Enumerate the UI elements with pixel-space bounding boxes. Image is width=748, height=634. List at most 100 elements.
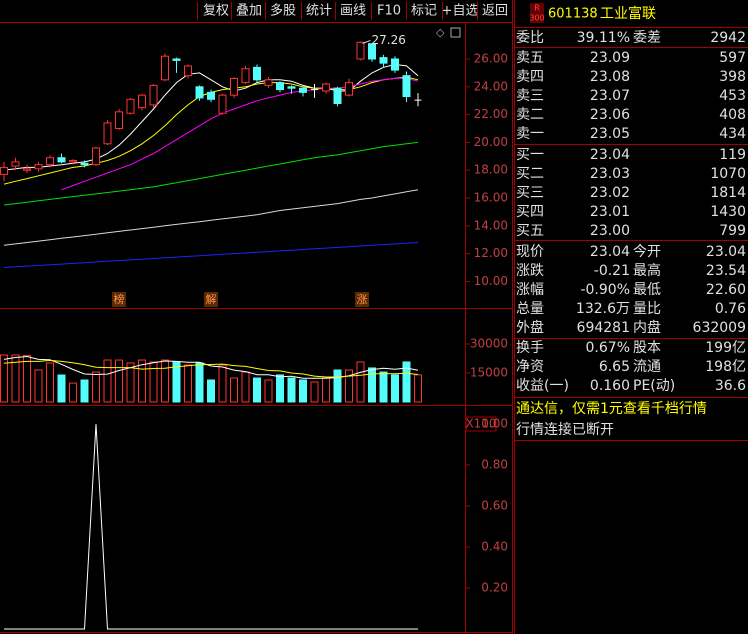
quote-cell: 23.08 [590, 69, 630, 85]
volume-bar [172, 361, 181, 403]
quote-cell: 今开 [633, 244, 661, 260]
moving-average [3, 141, 419, 206]
candle-body [299, 87, 307, 93]
candle-body [241, 68, 250, 84]
quote-cell: 流通 [633, 359, 661, 375]
toolbar-button[interactable]: +自选 [442, 4, 479, 19]
y-tick-label: 16.00 [474, 191, 508, 205]
y-tick-label: 26.00 [474, 51, 508, 65]
volume-bar [103, 359, 112, 403]
quote-cell: 外盘 [516, 319, 544, 336]
marker-box[interactable] [112, 292, 126, 307]
quote-cell: 6.65 [599, 359, 630, 375]
candle-body [172, 58, 181, 61]
toolbar-button[interactable]: 统计 [306, 4, 332, 19]
marker[interactable]: 解 [206, 292, 217, 306]
y-tick-label: 30000 [470, 336, 508, 350]
quote-cell: 买五 [516, 223, 544, 239]
marker-box[interactable] [204, 292, 218, 307]
quote-cell: 0.67% [586, 340, 630, 356]
quote-cell: 委差 [633, 30, 661, 46]
marker[interactable]: 榜 [114, 292, 125, 306]
marker[interactable]: 涨 [357, 293, 368, 306]
volume-bar [184, 364, 192, 403]
quote-cell: 卖二 [516, 107, 544, 123]
quote-cell: 净资 [516, 359, 544, 375]
volume-bar [92, 371, 100, 403]
y-tick-label: 22.00 [474, 107, 508, 121]
badge-top: R [534, 4, 540, 13]
quote-cell: 涨跌 [516, 263, 544, 279]
quote-cell: 换手 [516, 339, 544, 356]
candle-body [69, 159, 77, 163]
notice[interactable]: 通达信，仅需1元查看千档行情 [516, 401, 707, 417]
volume-bar [138, 359, 146, 403]
quote-cell: 398 [719, 69, 746, 85]
quote-cell: 199亿 [705, 340, 746, 356]
volume-bar [161, 359, 169, 403]
diamond-icon[interactable]: ◇ [436, 26, 445, 39]
annotation-leader [362, 39, 371, 44]
quote-cell: 总量 [516, 301, 544, 317]
quote-cell: 买三 [516, 185, 544, 201]
badge-bottom: 300 [529, 14, 544, 23]
toolbar-button[interactable]: 返回 [482, 4, 508, 19]
moving-average [3, 189, 419, 246]
volume-bar [414, 374, 422, 403]
volume-bar [322, 377, 330, 403]
quote-cell: 119 [719, 147, 746, 163]
volume-bar [333, 369, 342, 403]
quote-cell: PE(动) [633, 378, 675, 394]
stock-code: 601138 [548, 7, 598, 22]
toolbar-button[interactable]: 多股 [270, 3, 296, 19]
volume-bar [345, 369, 353, 403]
quote-cell: -0.21 [594, 263, 630, 279]
quote-cell: 卖三 [516, 88, 544, 104]
volume-bar [46, 362, 54, 403]
window-icon[interactable] [450, 27, 461, 38]
high-annotation: 27.26 [372, 33, 406, 47]
candle-body [253, 66, 261, 81]
quote-cell: 2942 [710, 30, 746, 46]
quote-cell: 23.09 [590, 50, 630, 66]
toolbar-button[interactable]: 画线 [340, 4, 366, 19]
y-tick-label: 0.40 [481, 540, 508, 554]
volume-bar [0, 354, 8, 403]
quote-cell: 23.01 [590, 204, 630, 220]
y-tick-label: 0.20 [481, 581, 508, 595]
quote-cell: 最低 [633, 282, 661, 298]
quote-cell: 收益(一) [516, 378, 569, 394]
volume-bar [230, 377, 238, 403]
volume-bar [264, 379, 273, 403]
quote-cell: 委比 [516, 30, 544, 46]
candle-body [184, 65, 192, 77]
candle-body [368, 43, 376, 60]
toolbar-button[interactable]: 标记 [411, 4, 437, 19]
candle-body [218, 94, 227, 114]
toolbar-button[interactable]: F10 [377, 4, 401, 19]
candle-body [195, 86, 204, 99]
marker-box[interactable] [355, 292, 369, 307]
volume-bar [34, 369, 43, 403]
volume-bar [218, 364, 227, 403]
volume-bar [23, 355, 31, 403]
candle-body [379, 57, 388, 64]
quote-cell: 597 [719, 50, 746, 66]
moving-average [61, 77, 419, 191]
toolbar-button[interactable]: 复权 [203, 3, 229, 19]
y-tick-label: 15000 [470, 365, 508, 379]
candle-body [402, 75, 411, 98]
volume-bar [126, 362, 135, 403]
quote-cell: 23.04 [590, 147, 630, 163]
quote-cell: 632009 [693, 320, 746, 336]
quote-cell: 23.04 [706, 244, 746, 260]
volume-bar [115, 359, 123, 403]
candle-body [391, 58, 399, 71]
volume-bar [69, 382, 77, 403]
toolbar-button[interactable]: 叠加 [236, 4, 262, 19]
candle-body [34, 164, 43, 170]
candle-body [11, 161, 20, 167]
quote-cell: 453 [719, 88, 746, 104]
y-tick-label: 18.00 [474, 163, 508, 177]
